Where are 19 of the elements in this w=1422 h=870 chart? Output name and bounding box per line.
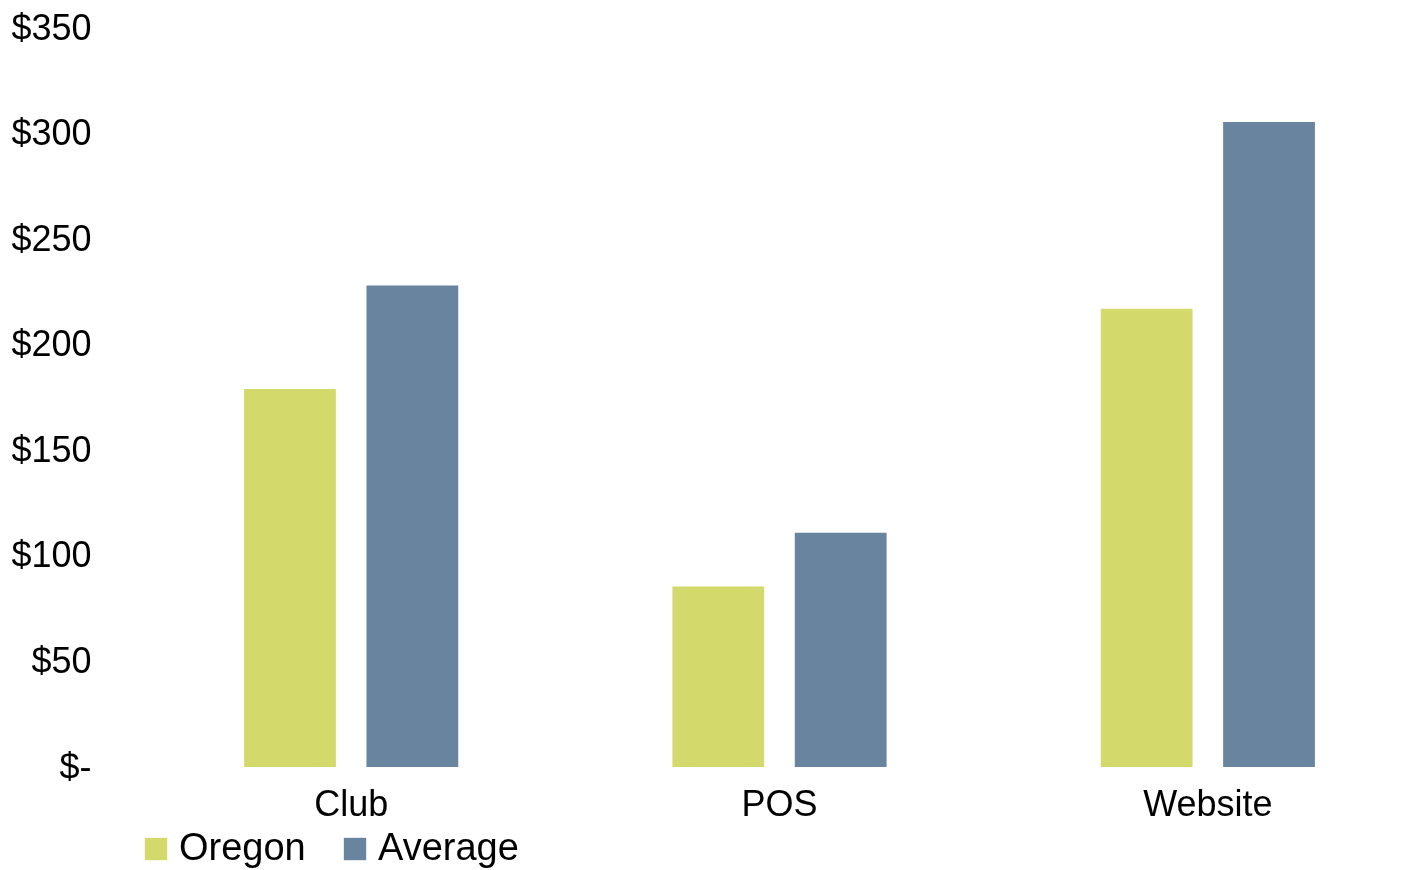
bar [794,532,887,767]
bar [672,586,765,767]
y-tick-label: $100 [11,534,92,576]
bar [1223,121,1315,767]
y-tick-label: $200 [11,323,92,365]
legend-label: Oregon [179,826,306,868]
y-tick-label: $350 [11,6,92,48]
y-tick-label: $- [59,745,92,787]
legend-label: Average [378,826,519,868]
bar [366,285,459,767]
y-tick-label: $250 [11,217,92,259]
x-tick-label: POS [741,782,818,824]
bar [1100,308,1193,767]
y-tick-label: $50 [31,639,92,681]
x-tick-label: Website [1143,782,1273,824]
y-tick-label: $300 [11,112,92,154]
x-tick-label: Club [314,782,389,824]
bar [244,389,336,767]
y-tick-label: $150 [11,428,92,470]
